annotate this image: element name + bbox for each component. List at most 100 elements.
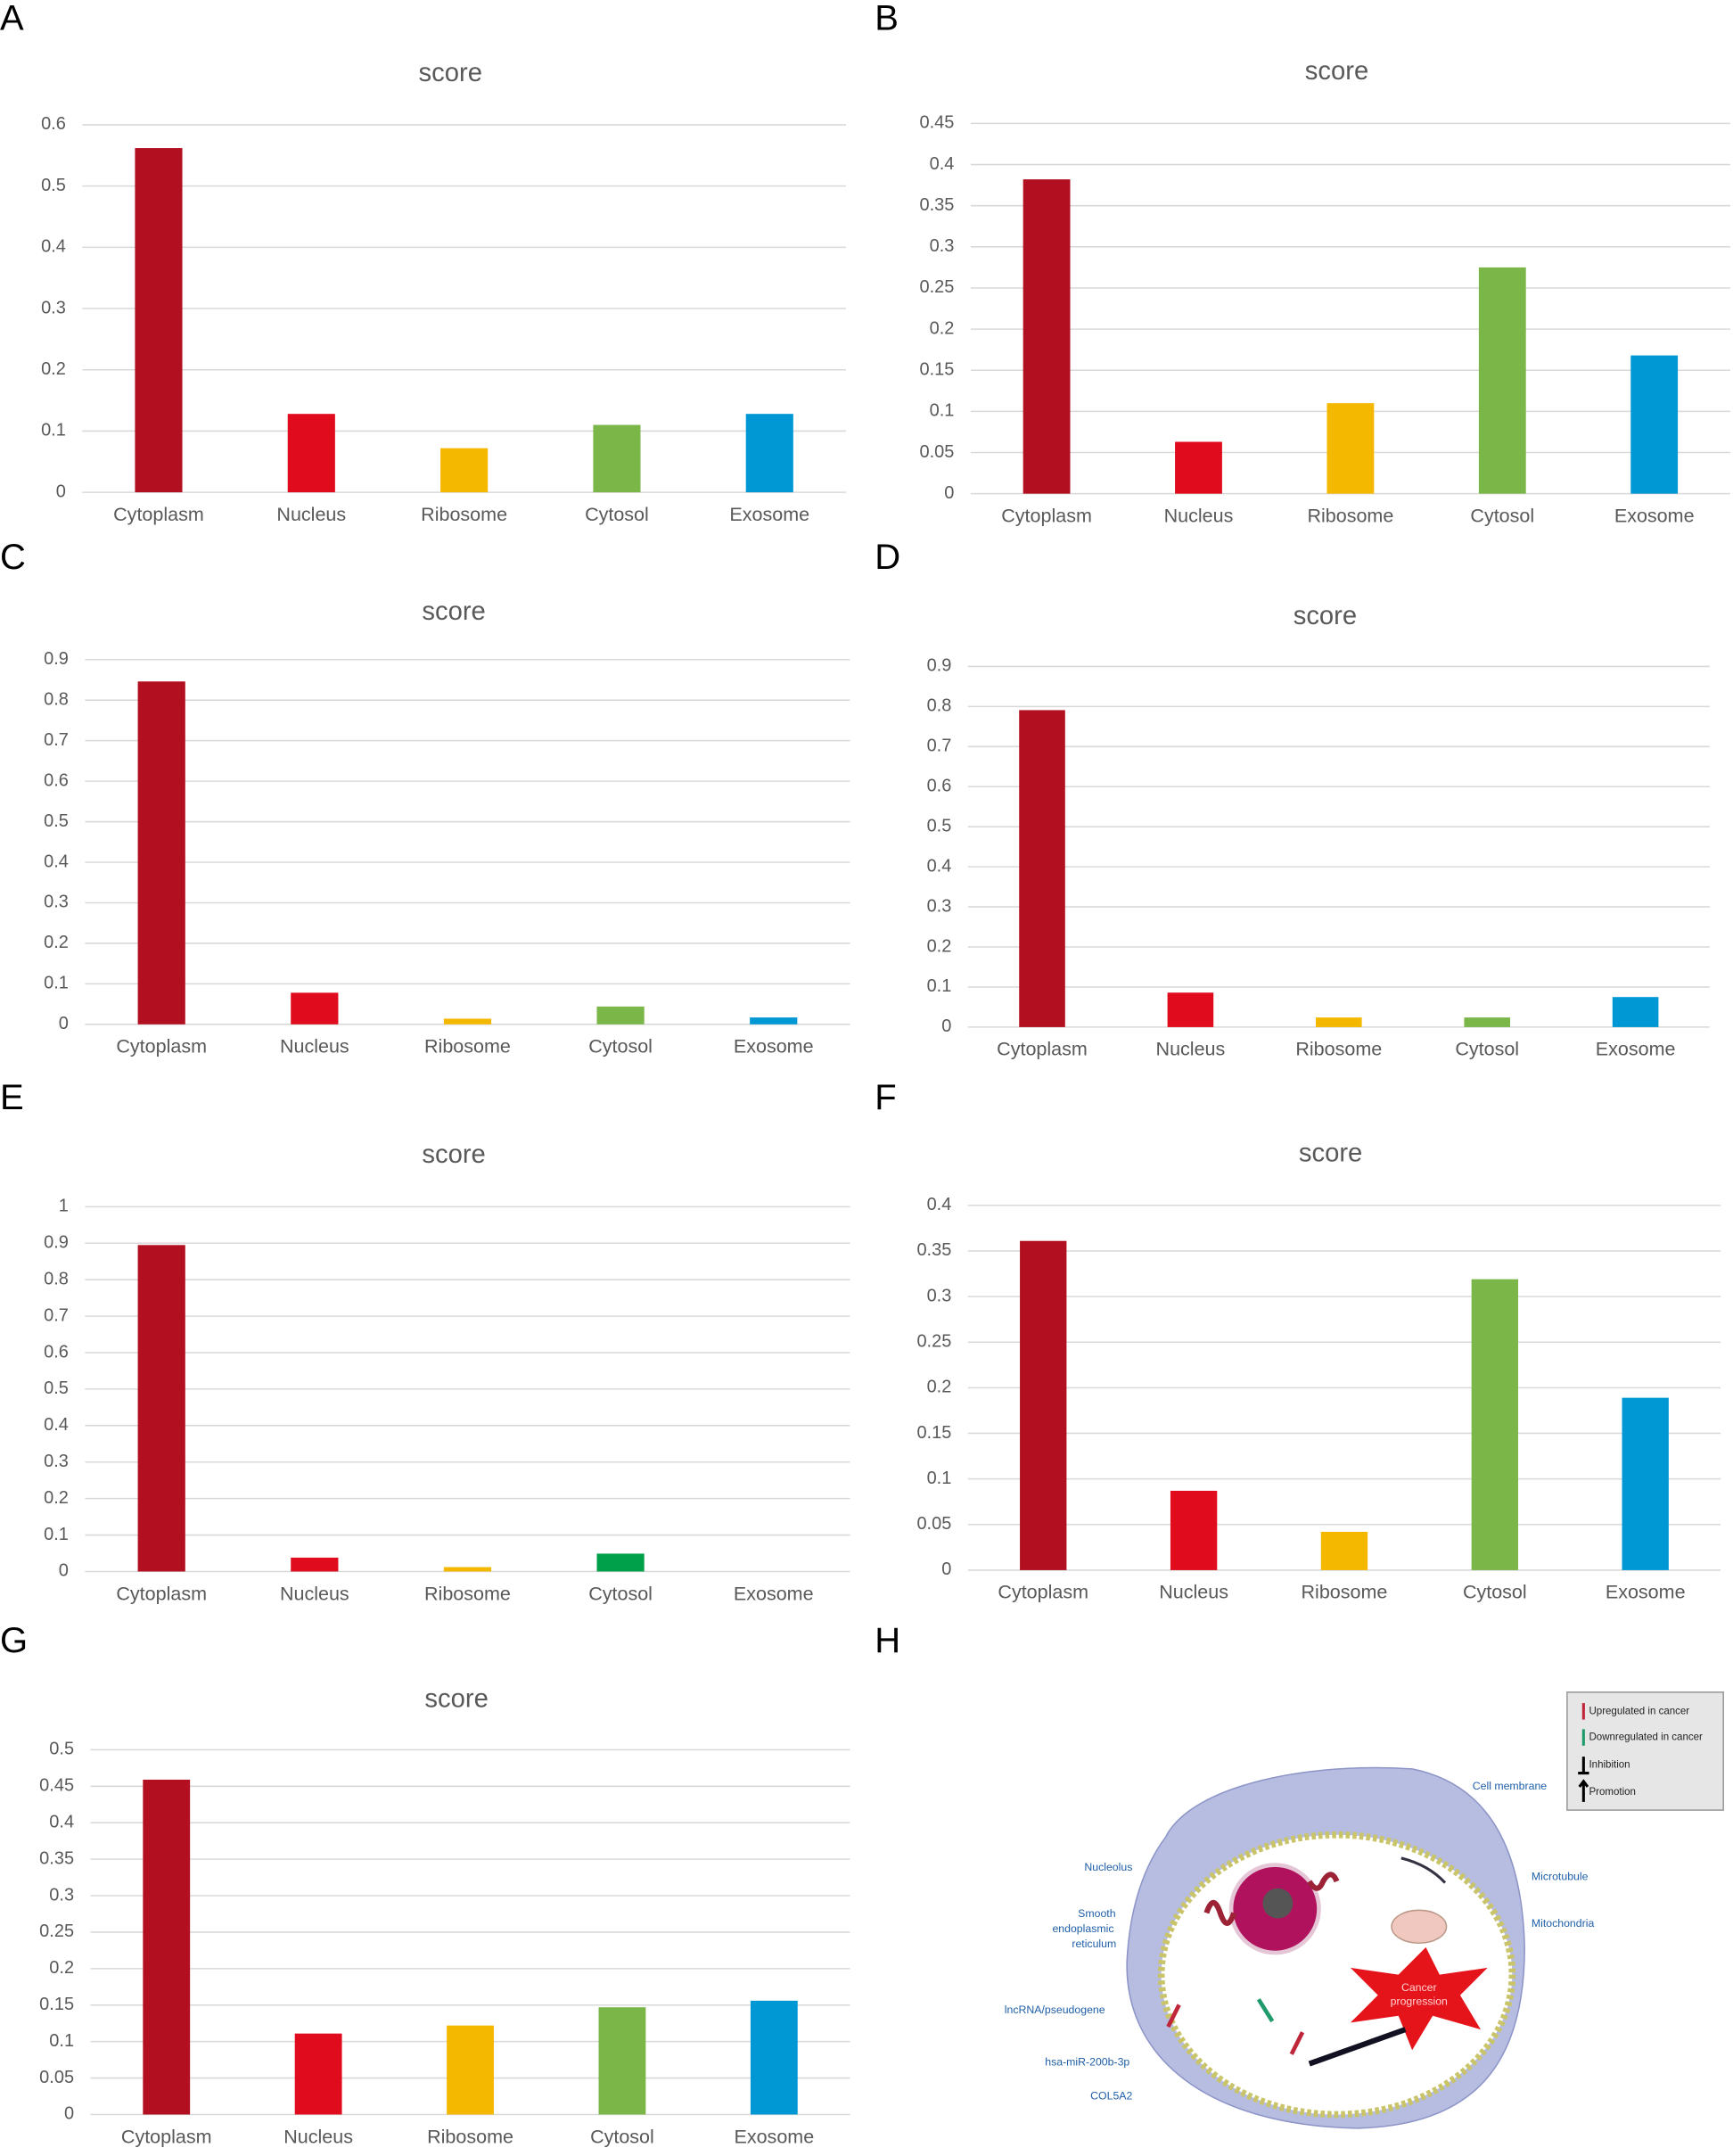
y-tick-label: 0.5: [41, 176, 66, 195]
panel-letter: A: [0, 0, 24, 38]
x-tick-label: Cytosol: [588, 1583, 653, 1604]
bar: [1471, 1279, 1519, 1570]
x-tick-label: Ribosome: [1302, 1582, 1388, 1603]
y-tick-label: 0.2: [927, 936, 952, 956]
y-tick-label: 0.2: [927, 1378, 952, 1397]
y-tick-label: 0.6: [927, 777, 952, 796]
bar: [750, 2000, 798, 2115]
x-tick-label: Cytosol: [1470, 505, 1534, 526]
bar: [1320, 1531, 1368, 1570]
panel-letter: C: [0, 538, 26, 577]
x-tick-label: Cytosol: [585, 504, 649, 525]
y-tick-label: 0.6: [44, 770, 69, 790]
bar: [596, 1006, 645, 1025]
x-tick-label: Nucleus: [280, 1036, 349, 1057]
y-tick-label: 0.3: [44, 893, 69, 912]
y-tick-label: 0.05: [916, 1514, 951, 1534]
y-tick-label: 0.05: [39, 2068, 74, 2087]
x-tick-label: Cytoplasm: [116, 1583, 207, 1604]
nucleolus: [1262, 1888, 1294, 1919]
label: endoplasmic: [1052, 1922, 1113, 1935]
y-tick-label: 0.6: [41, 114, 66, 134]
bar: [291, 992, 339, 1025]
y-tick-label: 0.5: [49, 1740, 74, 1759]
cancer-star: [1350, 1946, 1488, 2051]
y-tick-label: 0.1: [44, 974, 69, 993]
x-tick-label: Nucleus: [283, 2126, 353, 2147]
label: reticulum: [1072, 1938, 1116, 1950]
x-tick-label: Ribosome: [424, 1036, 511, 1057]
bar: [1167, 992, 1214, 1027]
y-tick-label: 0: [64, 2104, 74, 2124]
label: COL5A2: [1090, 2090, 1132, 2103]
x-tick-label: Cytosol: [588, 1036, 653, 1057]
cancer-text: Cancer: [1401, 1981, 1437, 1994]
y-tick-label: 0.35: [916, 1240, 951, 1260]
y-tick-label: 0.15: [39, 1995, 74, 2014]
label: Mitochondria: [1532, 1917, 1595, 1930]
y-tick-label: 0.25: [916, 1332, 951, 1352]
bar: [1612, 997, 1659, 1027]
y-tick-label: 0.9: [44, 1233, 69, 1253]
legend-box: [1566, 1691, 1724, 1811]
y-tick-label: 0.4: [927, 856, 952, 876]
bar: [443, 1018, 492, 1025]
y-tick-label: 0.4: [49, 1812, 74, 1831]
y-tick-label: 0.8: [44, 689, 69, 709]
y-tick-label: 0.3: [41, 298, 66, 317]
y-tick-label: 0: [941, 1559, 951, 1579]
bar: [1464, 1017, 1511, 1027]
y-tick-label: 0.5: [44, 811, 69, 831]
y-tick-label: 0.1: [927, 976, 952, 996]
y-tick-label: 0.25: [920, 277, 955, 297]
bar: [750, 1017, 798, 1025]
y-tick-label: 0.1: [41, 421, 66, 440]
chart-title: score: [1299, 1140, 1362, 1168]
up-arrow: [1166, 2004, 1181, 2028]
x-tick-label: Ribosome: [421, 504, 507, 525]
bar: [291, 1557, 339, 1572]
x-tick-label: Ribosome: [427, 2126, 513, 2147]
y-tick-label: 0.45: [39, 1776, 74, 1796]
x-tick-label: Exosome: [1606, 1582, 1686, 1603]
x-tick-label: Ribosome: [1307, 505, 1393, 526]
x-tick-label: Cytoplasm: [998, 1582, 1088, 1603]
x-tick-label: Cytoplasm: [116, 1036, 207, 1057]
x-tick-label: Exosome: [729, 504, 809, 525]
legend-icon: [1578, 1779, 1589, 1802]
x-tick-label: Cytoplasm: [113, 504, 204, 525]
x-tick-label: Ribosome: [424, 1583, 511, 1604]
y-tick-label: 0: [59, 1561, 69, 1581]
legend-text: Inhibition: [1589, 1759, 1630, 1770]
y-tick-label: 0.7: [44, 730, 69, 750]
y-tick-label: 0.9: [927, 656, 952, 676]
panel-letter: F: [875, 1078, 896, 1117]
y-tick-label: 0.2: [44, 1488, 69, 1508]
panel-letter: H: [875, 1621, 900, 1660]
label: Cell membrane: [1473, 1780, 1548, 1792]
y-tick-label: 0.5: [927, 816, 952, 835]
bar: [596, 1553, 645, 1572]
mitochondria: [1391, 1909, 1448, 1945]
er: [1203, 1872, 1340, 1927]
bar: [745, 414, 793, 493]
chart-title: score: [1305, 57, 1368, 86]
chart-title: score: [1294, 602, 1357, 630]
y-tick-label: 0.7: [44, 1305, 69, 1325]
x-tick-label: Ribosome: [1295, 1039, 1382, 1060]
legend-text: Upregulated in cancer: [1589, 1706, 1689, 1716]
y-tick-label: 0.3: [927, 1286, 952, 1305]
label: Smooth: [1078, 1907, 1116, 1920]
x-tick-label: Nucleus: [1164, 505, 1234, 526]
y-tick-label: 0.5: [44, 1378, 69, 1398]
y-tick-label: 0.2: [930, 318, 955, 338]
bar: [137, 1245, 185, 1572]
y-tick-label: 0.6: [44, 1342, 69, 1362]
panel-letter: D: [875, 538, 900, 577]
bar: [1316, 1017, 1362, 1027]
bar: [294, 2033, 342, 2115]
y-tick-label: 0.4: [44, 1415, 69, 1435]
bar: [1175, 441, 1222, 494]
y-tick-label: 0.3: [44, 1452, 69, 1471]
